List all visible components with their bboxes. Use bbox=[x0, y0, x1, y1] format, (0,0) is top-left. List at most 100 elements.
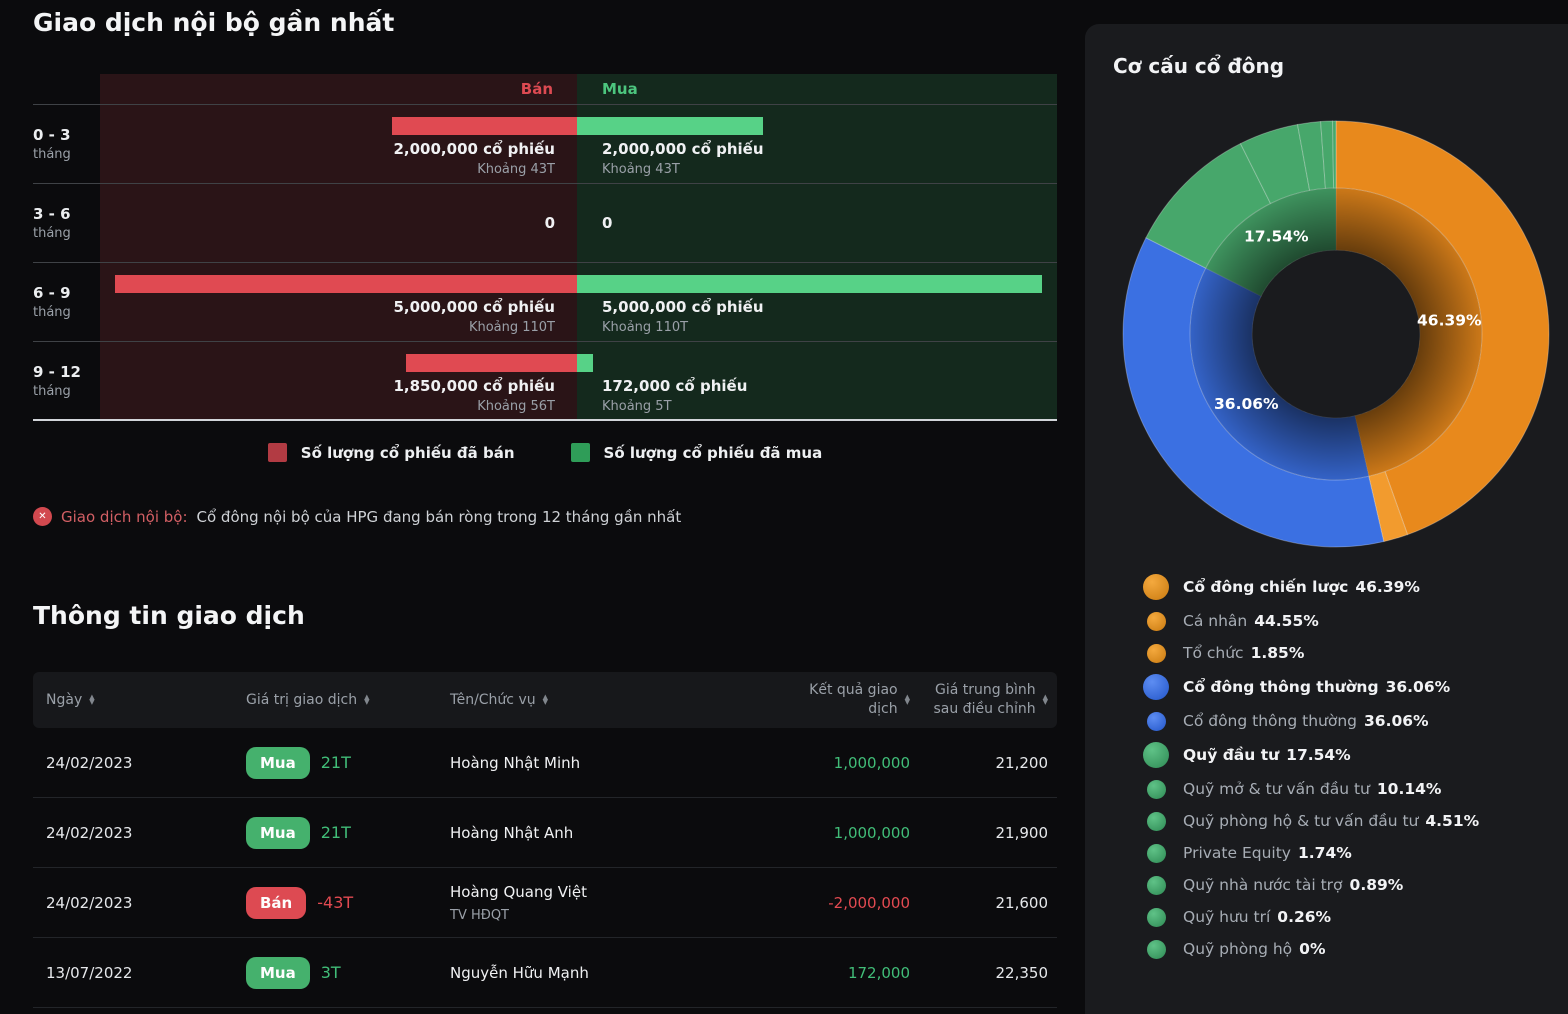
ownership-legend-label: Quỹ phòng hộ & tư vấn đầu tư bbox=[1183, 812, 1419, 830]
legend-swatch bbox=[570, 443, 590, 462]
legend-label: Số lượng cổ phiếu đã bán bbox=[300, 443, 515, 462]
sell-bar[interactable] bbox=[114, 275, 577, 293]
header-cell[interactable]: Giá trị giao dịch ▲ ▼ bbox=[214, 692, 418, 708]
buy-value: 0 bbox=[602, 214, 613, 232]
buy-approx-value: Khoảng 5T bbox=[602, 399, 672, 414]
period-label: 9 - 12 tháng bbox=[33, 342, 100, 419]
value-cell: Mua 21T bbox=[214, 746, 418, 779]
ownership-legend-percent: 1.74% bbox=[1297, 844, 1352, 862]
header-cell[interactable]: Tên/Chức vụ ▲ ▼ bbox=[418, 692, 750, 708]
buy-value: 5,000,000 cổ phiếu bbox=[602, 298, 764, 316]
legend-dot-wrap bbox=[1143, 939, 1169, 959]
buy-text: 2,000,000 cổ phiếu Khoảng 43T bbox=[602, 140, 764, 177]
ownership-legend-percent: 36.06% bbox=[1364, 712, 1429, 730]
sort-icon[interactable]: ▲ ▼ bbox=[542, 692, 549, 706]
green-dot-icon bbox=[1143, 742, 1169, 768]
value-text: 21T bbox=[320, 753, 351, 772]
legend-label: Số lượng cổ phiếu đã mua bbox=[603, 443, 823, 462]
sell-text: 5,000,000 cổ phiếu Khoảng 110T bbox=[393, 298, 555, 335]
legend-dot-wrap bbox=[1143, 907, 1169, 927]
ownership-legend-label: Tổ chức bbox=[1183, 644, 1244, 662]
green-dot-icon bbox=[1146, 811, 1166, 831]
date-cell: 13/07/2022 bbox=[46, 963, 133, 982]
ownership-legend-item: Cổ đông chiến lược 46.39% bbox=[1085, 569, 1568, 605]
legend-item: Số lượng cổ phiếu đã mua bbox=[570, 443, 823, 462]
sort-up-arrow: ▲ bbox=[89, 692, 95, 701]
name-cell: Nguyễn Hữu Mạnh bbox=[418, 964, 750, 982]
legend-dot-wrap bbox=[1143, 611, 1169, 631]
legend-dot-wrap bbox=[1143, 711, 1169, 731]
ownership-legend-percent: 1.85% bbox=[1250, 644, 1305, 662]
avg-price-cell: 21,200 bbox=[995, 753, 1049, 772]
person-name: Hoàng Nhật Minh bbox=[450, 753, 581, 772]
sell-value: 1,850,000 cổ phiếu bbox=[393, 377, 555, 395]
ownership-legend-item: Quỹ phòng hộ 0% bbox=[1085, 933, 1568, 965]
transactions-title: Thông tin giao dịch bbox=[33, 601, 305, 630]
side-badge: Mua bbox=[246, 746, 310, 779]
header-cell[interactable]: Kết quả giao dịch ▲ ▼ bbox=[750, 681, 910, 719]
buy-bar[interactable] bbox=[577, 354, 593, 372]
sell-bar[interactable] bbox=[406, 354, 577, 372]
sort-icon[interactable]: ▲ ▼ bbox=[364, 692, 370, 706]
insider-row: 6 - 9 tháng 5,000,000 cổ phiếu Khoảng 110T 5… bbox=[33, 263, 1057, 342]
sort-icon[interactable]: ▲ ▼ bbox=[905, 693, 910, 706]
ownership-legend-label: Quỹ mở & tư vấn đầu tư bbox=[1183, 780, 1370, 798]
date-cell: 24/02/2023 bbox=[46, 823, 133, 842]
header-label: Kết quả giao dịch bbox=[809, 682, 898, 717]
legend-dot-wrap bbox=[1143, 779, 1169, 799]
sunburst-outer-segment[interactable] bbox=[1332, 120, 1337, 189]
avg-price-cell: 22,350 bbox=[995, 963, 1049, 982]
ownership-legend-percent: 17.54% bbox=[1286, 746, 1351, 764]
ownership-legend-item: Tổ chức 1.85% bbox=[1085, 637, 1568, 669]
period-unit: tháng bbox=[33, 147, 71, 162]
buy-bar[interactable] bbox=[577, 275, 1043, 293]
result-cell: 1,000,000 bbox=[833, 753, 910, 772]
sell-zone: 2,000,000 cổ phiếu Khoảng 43T bbox=[100, 105, 577, 183]
sort-up-arrow: ▲ bbox=[364, 692, 370, 701]
ownership-sunburst-chart: 46.39% 36.06% 17.54% bbox=[1122, 120, 1550, 548]
ownership-legend-item: Quỹ hưu trí 0.26% bbox=[1085, 901, 1568, 933]
sort-up-arrow: ▲ bbox=[542, 692, 549, 701]
date-cell: 24/02/2023 bbox=[46, 753, 133, 772]
ownership-legend-item: Quỹ đầu tư 17.54% bbox=[1085, 737, 1568, 773]
avg-price-cell: 21,900 bbox=[995, 823, 1049, 842]
legend-item: Số lượng cổ phiếu đã bán bbox=[267, 443, 515, 462]
ownership-legend-percent: 4.51% bbox=[1425, 812, 1480, 830]
buy-value: 172,000 cổ phiếu bbox=[602, 377, 748, 395]
orange-dot-icon bbox=[1146, 643, 1166, 663]
green-dot-icon bbox=[1146, 779, 1166, 799]
sell-text: 1,850,000 cổ phiếu Khoảng 56T bbox=[393, 377, 555, 414]
insider-note: ✕ Giao dịch nội bộ: Cổ đông nội bộ của H… bbox=[33, 507, 681, 526]
sunburst-percent-label: 46.39% bbox=[1417, 312, 1482, 330]
orange-dot-icon bbox=[1143, 574, 1169, 600]
sort-icon[interactable]: ▲ ▼ bbox=[1043, 693, 1048, 706]
buy-zone: 172,000 cổ phiếu Khoảng 5T bbox=[577, 342, 1057, 419]
side-badge: Bán bbox=[246, 886, 307, 919]
buy-text: 5,000,000 cổ phiếu Khoảng 110T bbox=[602, 298, 764, 335]
ownership-legend-percent: 10.14% bbox=[1376, 780, 1442, 798]
ownership-legend-percent: 46.39% bbox=[1355, 578, 1420, 596]
ownership-legend-label: Cá nhân bbox=[1183, 612, 1248, 630]
period-range: 9 - 12 bbox=[33, 362, 81, 381]
period-unit: tháng bbox=[33, 383, 71, 399]
sort-icon[interactable]: ▲ ▼ bbox=[89, 692, 95, 706]
buy-text: 172,000 cổ phiếu Khoảng 5T bbox=[602, 377, 747, 414]
sell-value: 2,000,000 cổ phiếu bbox=[393, 140, 555, 158]
name-cell: Hoàng Nhật Minh bbox=[418, 754, 750, 772]
period-range: 3 - 6 bbox=[33, 205, 71, 223]
sell-column-header: Bán bbox=[520, 80, 553, 98]
header-cell[interactable]: Giá trung bình sau điều chỉnh ▲ ▼ bbox=[910, 681, 1057, 719]
table-header: Ngày ▲ ▼ Giá trị giao dịch ▲ ▼ Tên/Chức vụ ▲ ▼ Kế… bbox=[33, 672, 1057, 728]
period-unit: tháng bbox=[33, 226, 71, 241]
ownership-legend-item: Cổ đông thông thường 36.06% bbox=[1085, 669, 1568, 705]
sell-approx-value: Khoảng 56T bbox=[477, 399, 555, 414]
sell-zone: 1,850,000 cổ phiếu Khoảng 56T bbox=[100, 342, 577, 419]
ownership-legend-item: Quỹ phòng hộ & tư vấn đầu tư 4.51% bbox=[1085, 805, 1568, 837]
sort-down-arrow: ▼ bbox=[542, 698, 549, 706]
buy-text: 0 bbox=[602, 214, 612, 232]
insider-row: 0 - 3 tháng 2,000,000 cổ phiếu Khoảng 43T 2,… bbox=[33, 105, 1057, 184]
sell-bar[interactable] bbox=[392, 117, 577, 135]
header-cell[interactable]: Ngày ▲ ▼ bbox=[33, 692, 214, 708]
value-text: 3T bbox=[320, 963, 341, 982]
buy-bar[interactable] bbox=[577, 117, 764, 135]
